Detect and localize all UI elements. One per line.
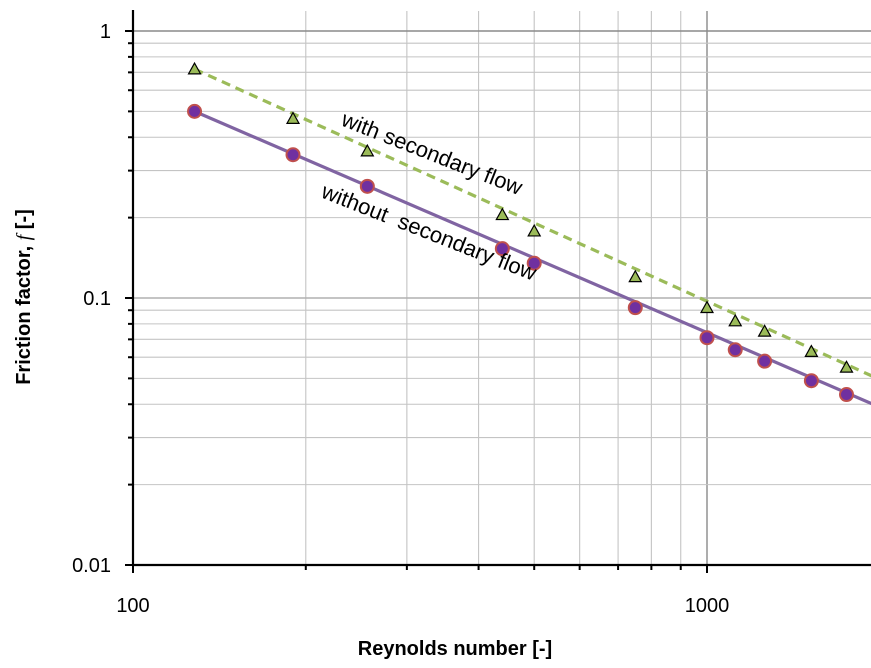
y-axis-title-symbol: f — [13, 232, 35, 240]
y-tick-label: 0.1 — [83, 288, 111, 310]
y-tick-label: 0.01 — [72, 555, 111, 577]
y-axis-title-main: Friction factor, — [13, 240, 35, 384]
marker-triangle-with-secondary-flow — [495, 207, 510, 221]
x-tick-label: 1000 — [685, 595, 730, 617]
gridlines — [133, 11, 871, 565]
y-tick-label: 1 — [100, 21, 111, 43]
marker-circle-without-secondary-flow — [699, 330, 715, 346]
marker-circle-without-secondary-flow — [359, 178, 375, 194]
x-axis-title: Reynolds number [-] — [358, 638, 552, 660]
marker-circle-without-secondary-flow — [839, 387, 855, 403]
data-markers — [187, 61, 855, 403]
marker-circle-without-secondary-flow — [285, 147, 301, 163]
marker-circle-without-secondary-flow — [727, 342, 743, 358]
marker-triangle-with-secondary-flow — [728, 313, 743, 327]
marker-triangle-with-secondary-flow — [757, 324, 772, 337]
marker-triangle-with-secondary-flow — [187, 61, 202, 75]
marker-circle-without-secondary-flow — [494, 241, 510, 257]
trend-line-with-secondary-flow — [193, 67, 871, 378]
y-axis-title-unit: [-] — [13, 209, 35, 235]
y-axis-title: Friction factor, f [-] — [13, 209, 35, 385]
marker-circle-without-secondary-flow — [627, 300, 643, 316]
marker-triangle-with-secondary-flow — [527, 223, 542, 237]
marker-triangle-with-secondary-flow — [699, 300, 715, 314]
marker-circle-without-secondary-flow — [187, 103, 203, 119]
marker-triangle-with-secondary-flow — [628, 269, 643, 283]
marker-circle-without-secondary-flow — [526, 255, 542, 271]
marker-triangle-with-secondary-flow — [360, 143, 375, 157]
tick-labels: 0.01 0.1 1 100 1000 — [72, 21, 729, 617]
axes — [125, 10, 871, 573]
marker-triangle-with-secondary-flow — [839, 360, 854, 373]
x-tick-label: 100 — [116, 595, 149, 617]
marker-triangle-with-secondary-flow — [804, 344, 819, 357]
marker-circle-without-secondary-flow — [803, 373, 819, 389]
marker-circle-without-secondary-flow — [757, 353, 773, 369]
marker-triangle-with-secondary-flow — [285, 111, 301, 124]
